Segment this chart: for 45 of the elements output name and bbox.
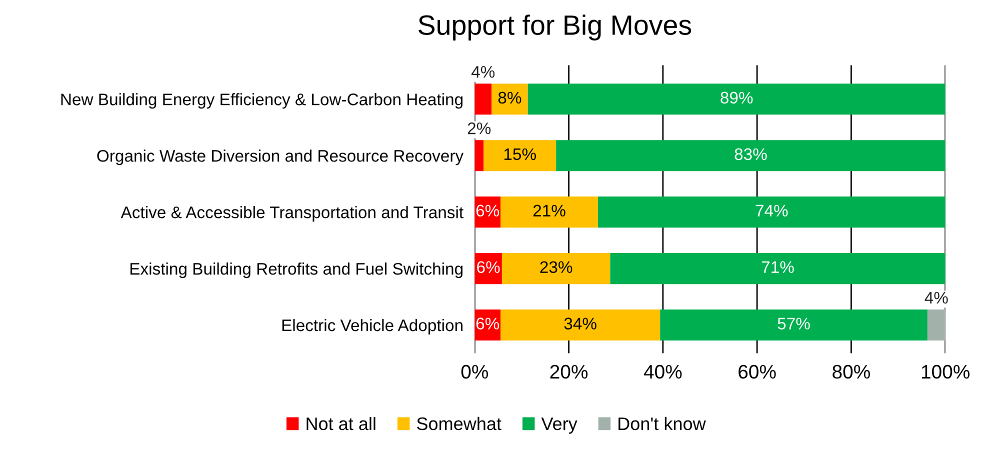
bar bbox=[502, 253, 610, 284]
bar bbox=[598, 196, 946, 228]
data-label: 83% bbox=[734, 148, 767, 160]
data-label: 89% bbox=[720, 92, 753, 104]
bar bbox=[492, 84, 528, 115]
bar bbox=[610, 253, 946, 284]
bar bbox=[556, 140, 946, 172]
data-label: 15% bbox=[504, 148, 536, 160]
data-label: 4% bbox=[471, 66, 495, 78]
y-tick-label: Existing Building Retrofits and Fuel Switching bbox=[130, 262, 462, 278]
x-tick-label: 60% bbox=[738, 364, 776, 379]
data-label: 6% bbox=[476, 318, 500, 330]
data-label: 2% bbox=[468, 122, 491, 134]
bar bbox=[500, 309, 660, 341]
legend-label: Don't know bbox=[618, 416, 706, 430]
bar bbox=[927, 309, 946, 341]
data-label: 34% bbox=[564, 318, 596, 330]
x-tick-label: 100% bbox=[922, 364, 970, 379]
x-tick-label: 80% bbox=[832, 364, 870, 379]
x-tick-label: 0% bbox=[461, 364, 488, 379]
x-tick-label: 20% bbox=[550, 364, 588, 379]
y-tick-label: Organic Waste Diversion and Resource Recovery bbox=[97, 150, 464, 166]
data-label: 23% bbox=[540, 261, 572, 274]
data-label: 4% bbox=[924, 292, 948, 304]
x-tick-label: 40% bbox=[644, 364, 682, 379]
bar bbox=[500, 196, 598, 228]
chart-title: Support for Big Moves bbox=[418, 14, 692, 40]
bar bbox=[474, 140, 484, 172]
legend-label: Somewhat bbox=[417, 416, 502, 430]
legend-label: Very bbox=[541, 418, 578, 434]
data-label: 8% bbox=[498, 92, 522, 104]
y-tick-label: Active & Accessible Transportation and Transit bbox=[120, 206, 464, 222]
bar bbox=[660, 309, 928, 341]
data-label: 21% bbox=[533, 204, 566, 216]
y-tick-label: New Building Energy Efficiency & Low-Carbon Heating bbox=[61, 93, 462, 109]
data-label: 6% bbox=[476, 204, 500, 217]
data-label: 57% bbox=[778, 318, 810, 330]
data-label: 74% bbox=[756, 204, 788, 216]
y-tick-label: Electric Vehicle Adoption bbox=[282, 318, 462, 335]
bar bbox=[528, 84, 946, 115]
data-label: 71% bbox=[762, 261, 794, 273]
bar bbox=[474, 84, 492, 115]
legend-label: Not at all bbox=[306, 416, 376, 430]
data-label: 6% bbox=[477, 261, 500, 274]
bar bbox=[484, 140, 556, 172]
